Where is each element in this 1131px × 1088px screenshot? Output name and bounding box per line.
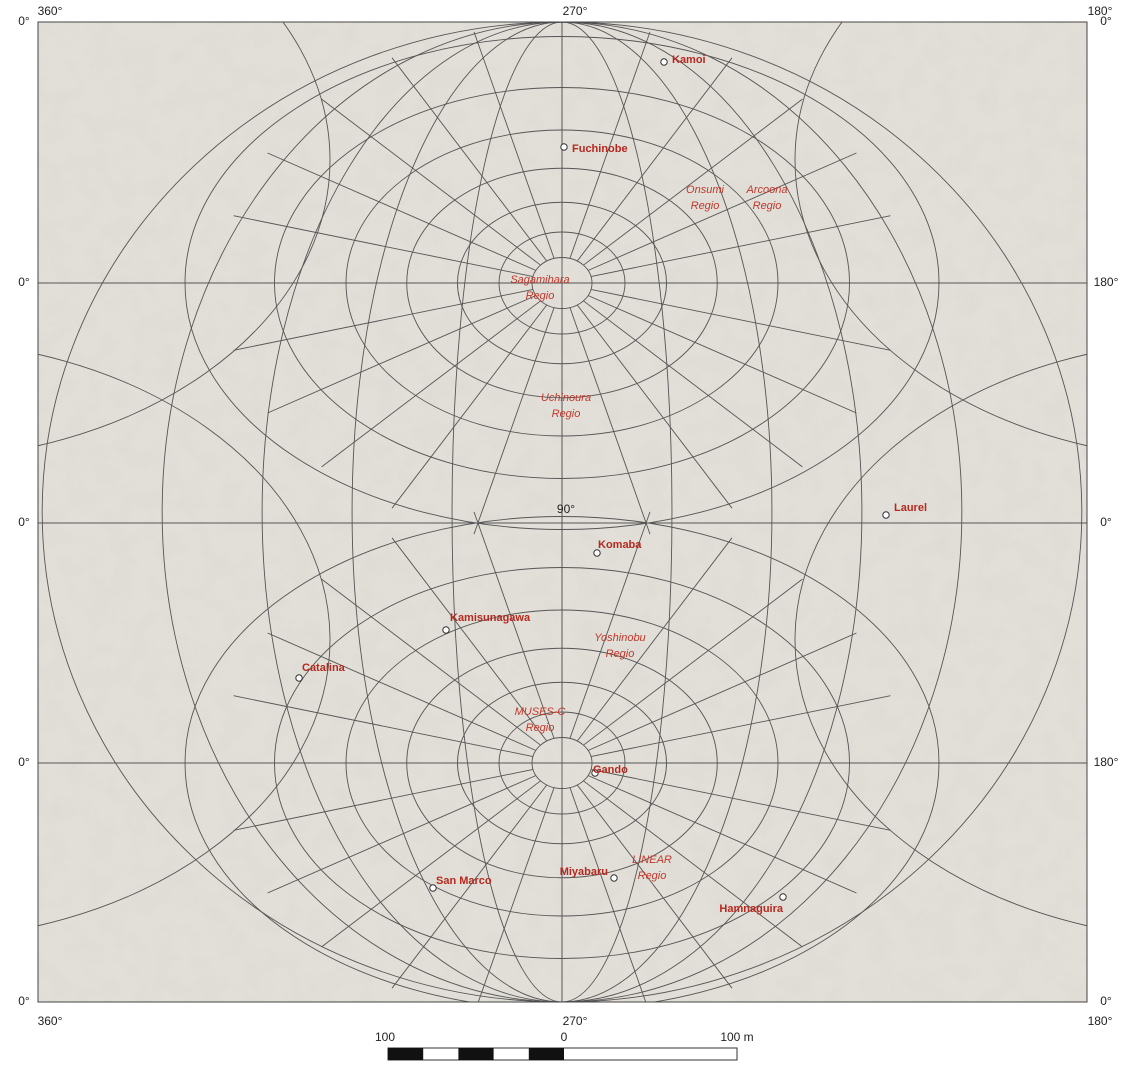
- region-name: MUSES-C: [515, 706, 566, 718]
- region-name: Regio: [753, 200, 782, 212]
- crater-marker: [561, 144, 567, 150]
- map: 360° 360° 270° 270° 180° 180° 0° 0° 0° 180° 0° 0° 0°…: [0, 0, 1131, 1088]
- right-label: 180°: [1094, 755, 1119, 769]
- scale-segment: [458, 1048, 493, 1060]
- right-label: 180°: [1094, 275, 1119, 289]
- scale-label: 0: [561, 1030, 568, 1044]
- bottom-label: 270°: [563, 1014, 588, 1028]
- crater-name: San Marco: [436, 875, 492, 887]
- crater-name: Kamoi: [672, 54, 706, 66]
- region-name: Regio: [606, 648, 635, 660]
- crater-name: Hamnaguira: [719, 903, 783, 915]
- crater-marker: [443, 627, 449, 633]
- region-name: LINEAR: [632, 854, 672, 866]
- region-name: Regio: [526, 722, 555, 734]
- top-label: 270°: [563, 4, 588, 18]
- left-label: 0°: [18, 275, 30, 289]
- crater-marker: [883, 512, 889, 518]
- center-label: 90°: [557, 502, 575, 516]
- bottom-label: 180°: [1088, 1014, 1113, 1028]
- crater-name: Kamisunagawa: [450, 612, 531, 624]
- right-label: 0°: [1100, 14, 1112, 28]
- scale-label: 100 m: [720, 1030, 753, 1044]
- crater-name: Miyabaru: [560, 866, 608, 878]
- region-name: Regio: [691, 200, 720, 212]
- region-name: Regio: [638, 870, 667, 882]
- crater-name: Komaba: [598, 539, 642, 551]
- region-name: Sagamihara: [510, 274, 569, 286]
- region-name: Regio: [552, 408, 581, 420]
- region-name: Regio: [526, 290, 555, 302]
- right-label: 0°: [1100, 515, 1112, 529]
- crater-name: Gando: [593, 764, 628, 776]
- crater-name: Fuchinobe: [572, 143, 628, 155]
- region-name: Yoshinobu: [594, 632, 645, 644]
- crater-marker: [780, 894, 786, 900]
- crater-marker: [611, 875, 617, 881]
- scale-bar: [388, 1048, 737, 1060]
- bottom-label: 360°: [38, 1014, 63, 1028]
- top-label: 360°: [38, 4, 63, 18]
- scale-segment: [529, 1048, 564, 1060]
- region-name: Arcoona: [746, 184, 788, 196]
- left-label: 0°: [18, 994, 30, 1008]
- right-label: 0°: [1100, 994, 1112, 1008]
- region-name: Uchinoura: [541, 392, 591, 404]
- crater-name: Laurel: [894, 502, 927, 514]
- left-label: 0°: [18, 755, 30, 769]
- scale-label: 100: [375, 1030, 395, 1044]
- crater-marker: [661, 59, 667, 65]
- left-label: 0°: [18, 14, 30, 28]
- left-label: 0°: [18, 515, 30, 529]
- crater-marker: [296, 675, 302, 681]
- scale-segment: [388, 1048, 423, 1060]
- crater-name: Catalina: [302, 662, 346, 674]
- region-name: Onsumi: [686, 184, 724, 196]
